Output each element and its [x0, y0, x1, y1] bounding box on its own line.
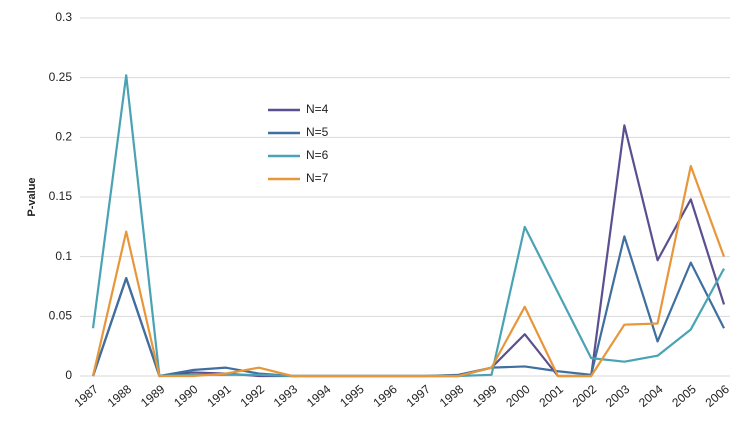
y-tick-label: 0.15 — [49, 189, 73, 203]
x-tick-label: 2004 — [636, 382, 666, 410]
x-tick-label: 1991 — [204, 382, 234, 410]
legend-label: N=6 — [306, 148, 329, 162]
x-tick-label: 1987 — [72, 382, 102, 410]
x-tick-label: 1992 — [238, 382, 268, 410]
x-tick-label: 1998 — [437, 382, 467, 410]
x-tick-label: 1995 — [337, 382, 367, 410]
x-tick-label: 1993 — [271, 382, 301, 410]
x-tick-label: 1997 — [404, 382, 434, 410]
x-tick-label: 2002 — [570, 382, 600, 410]
series-line — [91, 164, 726, 378]
series-line — [91, 235, 725, 378]
x-tick-label: 1990 — [171, 382, 201, 410]
legend-label: N=4 — [306, 102, 329, 116]
x-tick-label: 1988 — [105, 382, 135, 410]
x-tick-label: 2001 — [536, 382, 566, 410]
y-tick-label: 0 — [65, 368, 72, 382]
x-tick-label: 1989 — [138, 382, 168, 410]
y-tick-label: 0.2 — [55, 130, 72, 144]
x-tick-label: 2005 — [669, 382, 699, 410]
series-line — [91, 74, 725, 378]
x-tick-label: 2003 — [603, 382, 633, 410]
y-tick-label: 0.05 — [49, 309, 73, 323]
y-axis-label: P-value — [26, 177, 38, 216]
y-tick-label: 0.1 — [55, 249, 72, 263]
legend-label: N=5 — [306, 125, 329, 139]
x-tick-label: 1994 — [304, 382, 334, 410]
legend-label: N=7 — [306, 171, 329, 185]
x-tick-label: 1996 — [370, 382, 400, 410]
x-tick-label: 2006 — [703, 382, 733, 410]
x-tick-label: 2000 — [503, 382, 533, 410]
y-tick-label: 0.25 — [49, 70, 73, 84]
x-tick-label: 1999 — [470, 382, 500, 410]
y-tick-label: 0.3 — [55, 10, 72, 24]
